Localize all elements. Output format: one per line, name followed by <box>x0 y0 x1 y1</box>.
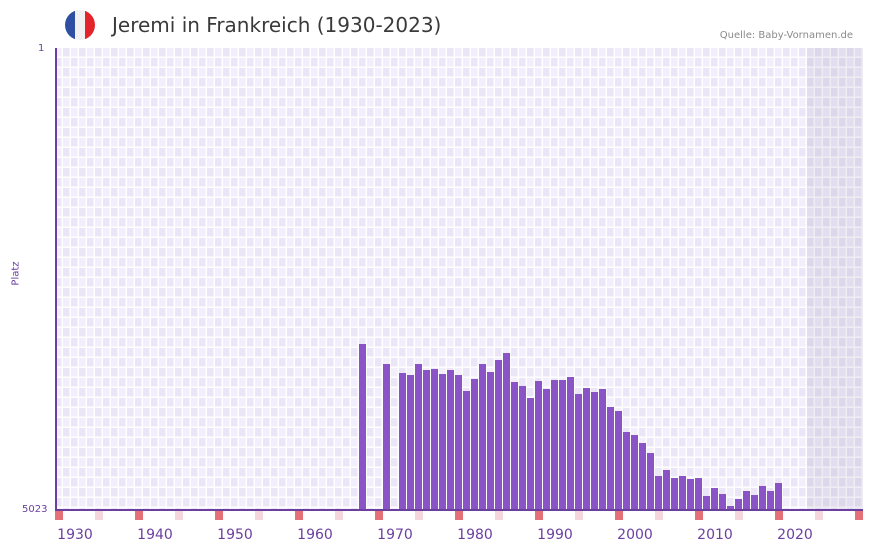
bar-1969[interactable] <box>383 363 390 510</box>
decade-marker <box>375 511 383 520</box>
bar-1979[interactable] <box>463 390 470 510</box>
bar-1985[interactable] <box>511 382 518 510</box>
bar-2015[interactable] <box>751 495 758 510</box>
x-tick-label: 1930 <box>57 527 93 543</box>
bar-2005[interactable] <box>671 478 678 510</box>
bar-2016[interactable] <box>759 486 766 510</box>
source-credit: Quelle: Baby-Vornamen.de <box>719 30 853 41</box>
x-tick-label: 1970 <box>377 527 413 543</box>
bar-1996[interactable] <box>599 389 606 510</box>
bar-1973[interactable] <box>415 363 422 510</box>
plot-area <box>55 48 863 510</box>
bar-2008[interactable] <box>695 478 702 510</box>
y-axis-title: Platz <box>10 261 22 286</box>
bar-2006[interactable] <box>679 476 686 510</box>
x-tick-label: 2000 <box>617 527 653 543</box>
bar-1981[interactable] <box>479 363 486 510</box>
bar-2002[interactable] <box>647 453 654 510</box>
half-decade-marker <box>815 511 823 520</box>
bar-1976[interactable] <box>439 373 446 510</box>
bar-2017[interactable] <box>767 491 774 510</box>
bar-1988[interactable] <box>535 381 542 510</box>
bar-1995[interactable] <box>591 391 598 510</box>
decade-marker <box>55 511 63 520</box>
france-flag-icon <box>65 10 95 40</box>
bar-1998[interactable] <box>615 411 622 510</box>
x-tick-label: 1960 <box>297 527 333 543</box>
bar-1977[interactable] <box>447 369 454 510</box>
x-axis-ticks: 1930 1940 1950 1960 1970 1980 1990 2000 2010 2020 <box>0 527 873 547</box>
bar-1990[interactable] <box>551 380 558 510</box>
half-decade-marker <box>735 511 743 520</box>
half-decade-marker <box>175 511 183 520</box>
half-decade-marker <box>255 511 263 520</box>
y-axis-bottom-label: 5023 <box>22 504 48 515</box>
bar-1975[interactable] <box>431 368 438 510</box>
x-tick-label: 1940 <box>137 527 173 543</box>
half-decade-marker <box>655 511 663 520</box>
half-decade-marker <box>575 511 583 520</box>
bar-1971[interactable] <box>399 372 406 510</box>
bar-2004[interactable] <box>663 469 670 510</box>
decade-marker <box>855 511 863 520</box>
bar-2001[interactable] <box>639 443 646 510</box>
decade-marker <box>295 511 303 520</box>
half-decade-marker <box>335 511 343 520</box>
x-tick-label: 2010 <box>697 527 733 543</box>
bar-1972[interactable] <box>407 374 414 510</box>
bar-2010[interactable] <box>711 488 718 510</box>
bar-2000[interactable] <box>631 435 638 510</box>
bar-1966[interactable] <box>359 343 366 510</box>
bar-1982[interactable] <box>487 372 494 510</box>
bar-series <box>55 48 863 510</box>
decade-markers <box>55 511 863 520</box>
decade-marker <box>215 511 223 520</box>
bar-1983[interactable] <box>495 360 502 510</box>
bar-2003[interactable] <box>655 476 662 510</box>
decade-marker <box>135 511 143 520</box>
decade-marker <box>775 511 783 520</box>
x-tick-label: 1950 <box>217 527 253 543</box>
bar-1974[interactable] <box>423 369 430 510</box>
bar-2013[interactable] <box>735 498 742 510</box>
bar-2014[interactable] <box>743 491 750 510</box>
flag-white-stripe <box>75 10 85 40</box>
bar-1997[interactable] <box>607 407 614 510</box>
x-axis-line <box>55 509 863 511</box>
bar-2007[interactable] <box>687 479 694 510</box>
half-decade-marker <box>95 511 103 520</box>
half-decade-marker <box>415 511 423 520</box>
decade-marker <box>535 511 543 520</box>
bar-2009[interactable] <box>703 496 710 510</box>
plot-grid <box>55 48 862 510</box>
bar-1992[interactable] <box>567 376 574 510</box>
bar-1978[interactable] <box>455 374 462 510</box>
bar-1999[interactable] <box>623 432 630 510</box>
decade-marker <box>695 511 703 520</box>
y-axis-top-label: 1 <box>38 43 45 54</box>
decade-marker <box>615 511 623 520</box>
bar-1994[interactable] <box>583 388 590 510</box>
bar-1989[interactable] <box>543 389 550 510</box>
bar-1984[interactable] <box>503 352 510 510</box>
bar-2012[interactable] <box>727 505 734 510</box>
bar-1980[interactable] <box>471 379 478 510</box>
x-tick-label: 2020 <box>777 527 813 543</box>
bar-1986[interactable] <box>519 386 526 510</box>
decade-marker <box>455 511 463 520</box>
bar-1993[interactable] <box>575 394 582 510</box>
bar-1991[interactable] <box>559 380 566 510</box>
future-shaded-region <box>807 48 863 510</box>
flag-red-stripe <box>85 10 95 40</box>
chart-title: Jeremi in Frankreich (1930-2023) <box>112 13 442 37</box>
half-decade-marker <box>495 511 503 520</box>
x-tick-label: 1980 <box>457 527 493 543</box>
x-tick-label: 1990 <box>537 527 573 543</box>
bar-2011[interactable] <box>719 494 726 510</box>
y-axis-line <box>55 48 57 511</box>
bar-2018[interactable] <box>775 483 782 510</box>
bar-1987[interactable] <box>527 398 534 510</box>
flag-blue-stripe <box>65 10 75 40</box>
